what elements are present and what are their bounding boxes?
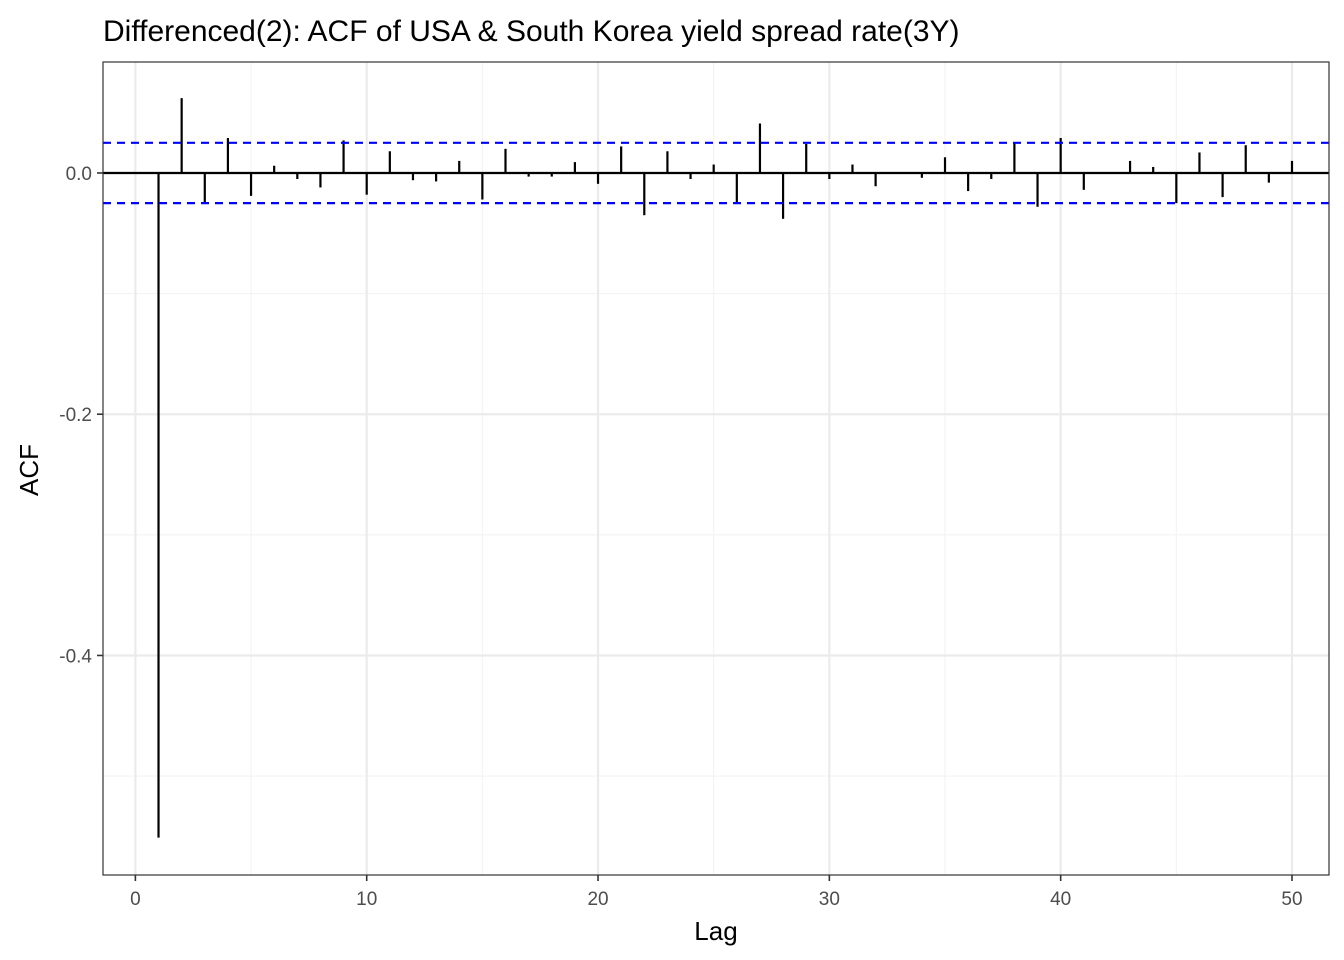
x-tick-label: 0 (130, 889, 141, 910)
grid-major (103, 62, 1329, 875)
panel-border (102, 61, 1330, 876)
x-tick-label: 40 (1050, 889, 1071, 910)
x-axis-ticks: 0 10 20 30 40 50 (130, 875, 1303, 910)
y-tick-label: 0.0 (66, 164, 92, 185)
y-axis-label: ACF (14, 444, 44, 496)
x-tick-label: 30 (819, 889, 840, 910)
y-tick-label: -0.2 (59, 405, 92, 426)
acf-bars (157, 98, 1294, 838)
y-tick-label: -0.4 (59, 646, 92, 667)
grid-minor (103, 62, 1329, 875)
x-tick-label: 50 (1281, 889, 1302, 910)
x-axis-label: Lag (694, 916, 737, 946)
x-tick-label: 10 (356, 889, 377, 910)
x-tick-label: 20 (587, 889, 608, 910)
y-axis-ticks: 0.0 -0.2 -0.4 (59, 164, 103, 667)
chart-title: Differenced(2): ACF of USA & South Korea… (103, 15, 960, 48)
